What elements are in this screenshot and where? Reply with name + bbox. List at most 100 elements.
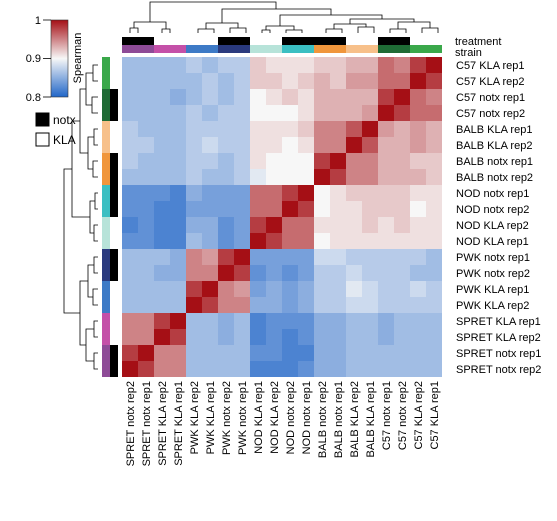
heatmap-cell <box>186 73 202 89</box>
column-treatment-cell <box>330 37 346 45</box>
heatmap-cell <box>250 57 266 73</box>
row-strain-cell <box>102 345 110 361</box>
heatmap-cell <box>122 169 138 185</box>
heatmap-cell <box>266 281 282 297</box>
row-treatment-cell <box>110 153 118 169</box>
heatmap-cell <box>186 281 202 297</box>
heatmap-cell <box>410 297 426 313</box>
heatmap-cell <box>186 217 202 233</box>
heatmap-cell <box>266 233 282 249</box>
heatmap-cell <box>346 57 362 73</box>
heatmap-cell <box>186 249 202 265</box>
heatmap-cell <box>346 313 362 329</box>
heatmap-cell <box>346 361 362 377</box>
heatmap-cell <box>122 105 138 121</box>
heatmap-cell <box>154 73 170 89</box>
heatmap-cell <box>410 89 426 105</box>
heatmap-cell <box>378 297 394 313</box>
heatmap-cell <box>362 201 378 217</box>
row-strain-cell <box>102 57 110 73</box>
heatmap-cell <box>138 249 154 265</box>
heatmap-cell <box>186 169 202 185</box>
heatmap-cell <box>298 169 314 185</box>
heatmap-cell <box>282 233 298 249</box>
heatmap-cell <box>234 329 250 345</box>
heatmap-cell <box>202 345 218 361</box>
heatmap-cell <box>266 265 282 281</box>
heatmap-cell <box>362 105 378 121</box>
heatmap-cell <box>202 297 218 313</box>
heatmap-cell <box>298 185 314 201</box>
heatmap-cell <box>362 281 378 297</box>
heatmap-cell <box>154 217 170 233</box>
heatmap-cell <box>250 233 266 249</box>
heatmap-cell <box>202 121 218 137</box>
heatmap-cell <box>250 249 266 265</box>
heatmap-cell <box>138 73 154 89</box>
heatmap-cell <box>154 185 170 201</box>
heatmap-cell <box>410 265 426 281</box>
heatmap-cell <box>186 265 202 281</box>
heatmap-cell <box>426 249 442 265</box>
heatmap-cell <box>378 201 394 217</box>
heatmap-cell <box>426 201 442 217</box>
heatmap-cell <box>122 201 138 217</box>
column-label: NOD KLA rep2 <box>269 381 281 454</box>
heatmap-cell <box>346 281 362 297</box>
heatmap-cell <box>426 73 442 89</box>
colorbar-label: Spearman <box>72 33 84 84</box>
heatmap-cell <box>378 217 394 233</box>
heatmap-cell <box>282 153 298 169</box>
row-label: SPRET KLA rep2 <box>456 332 541 344</box>
heatmap-cell <box>410 249 426 265</box>
heatmap-cell <box>314 201 330 217</box>
legend-label-kla: KLA <box>53 133 76 147</box>
heatmap-cell <box>362 89 378 105</box>
heatmap-cell <box>394 329 410 345</box>
heatmap-cell <box>154 57 170 73</box>
column-label: PWK notx rep2 <box>221 381 233 455</box>
row-label: PWK notx rep2 <box>456 268 530 280</box>
heatmap-cell <box>218 89 234 105</box>
heatmap-cell <box>170 249 186 265</box>
heatmap-cell <box>170 281 186 297</box>
heatmap-cell <box>426 281 442 297</box>
heatmap-cell <box>298 329 314 345</box>
heatmap-cell <box>298 121 314 137</box>
heatmap-cell <box>266 73 282 89</box>
column-label: NOD notx rep2 <box>285 381 297 454</box>
heatmap-cell <box>282 185 298 201</box>
heatmap-cell <box>330 361 346 377</box>
heatmap-cell <box>330 313 346 329</box>
heatmap-cell <box>234 345 250 361</box>
column-treatment-cell <box>122 37 138 45</box>
row-labels: C57 KLA rep1 C57 KLA rep2 C57 notx rep1 C57… <box>456 60 541 376</box>
column-label: SPRET notx rep2 <box>125 381 137 466</box>
heatmap-cell <box>346 297 362 313</box>
column-strain-track <box>122 45 442 53</box>
heatmap-cell <box>394 233 410 249</box>
heatmap-cell <box>394 249 410 265</box>
heatmap-cell <box>202 217 218 233</box>
heatmap-cell <box>426 297 442 313</box>
heatmap-cell <box>234 201 250 217</box>
heatmap-cell <box>186 201 202 217</box>
heatmap-cell <box>218 217 234 233</box>
heatmap-cell <box>298 345 314 361</box>
row-strain-cell <box>102 313 110 329</box>
heatmap-cell <box>410 153 426 169</box>
column-label: C57 KLA rep2 <box>413 381 425 450</box>
heatmap-cell <box>410 345 426 361</box>
heatmap-cell <box>154 121 170 137</box>
heatmap-cell <box>170 313 186 329</box>
heatmap-cell <box>170 201 186 217</box>
row-treatment-cell <box>110 329 118 345</box>
heatmap-cell <box>138 153 154 169</box>
heatmap-cell <box>250 137 266 153</box>
column-strain-cell <box>346 45 362 53</box>
heatmap-cell <box>362 265 378 281</box>
heatmap-cell <box>122 345 138 361</box>
heatmap-cell <box>330 217 346 233</box>
heatmap-cell <box>202 281 218 297</box>
heatmap-cell <box>314 265 330 281</box>
